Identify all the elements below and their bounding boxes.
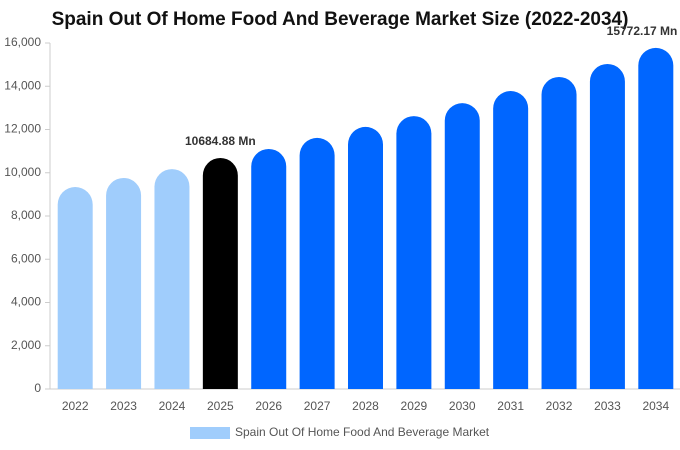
x-tick-label: 2033: [594, 399, 621, 413]
bar: [589, 63, 625, 389]
bar: [396, 116, 432, 389]
bar: [348, 126, 383, 390]
bar: [444, 103, 480, 390]
data-label: 15772.17 Mn: [607, 24, 678, 38]
bar: [57, 187, 93, 389]
y-tick-label: 2,000: [11, 338, 41, 352]
y-tick-label: 4,000: [11, 295, 41, 309]
x-tick-label: 2031: [497, 399, 524, 413]
legend-swatch: [190, 427, 230, 439]
y-tick-label: 12,000: [4, 122, 41, 136]
bar: [638, 47, 674, 390]
x-tick-label: 2029: [401, 399, 428, 413]
bar: [541, 76, 577, 390]
x-tick-label: 2030: [449, 399, 476, 413]
bar: [493, 91, 529, 390]
y-tick-label: 10,000: [4, 165, 41, 179]
bar: [106, 177, 142, 389]
bar: [202, 157, 238, 389]
y-tick-label: 16,000: [4, 35, 41, 49]
x-tick-label: 2023: [110, 399, 137, 413]
y-tick-label: 8,000: [11, 208, 41, 222]
x-tick-label: 2026: [255, 399, 282, 413]
x-tick-label: 2032: [546, 399, 573, 413]
x-tick-label: 2027: [304, 399, 331, 413]
x-tick-label: 2022: [62, 399, 89, 413]
x-tick-label: 2024: [159, 399, 186, 413]
bar: [154, 169, 190, 389]
y-tick-label: 0: [34, 381, 41, 395]
data-label: 10684.88 Mn: [185, 134, 256, 148]
x-tick-label: 2028: [352, 399, 379, 413]
chart-title: Spain Out Of Home Food And Beverage Mark…: [52, 9, 629, 30]
legend-label: Spain Out Of Home Food And Beverage Mark…: [235, 425, 490, 439]
bar: [299, 137, 335, 389]
bar: [251, 148, 287, 389]
y-tick-label: 14,000: [4, 78, 41, 92]
y-tick-label: 6,000: [11, 251, 41, 265]
x-tick-label: 2025: [207, 399, 234, 413]
x-tick-label: 2034: [642, 399, 669, 413]
